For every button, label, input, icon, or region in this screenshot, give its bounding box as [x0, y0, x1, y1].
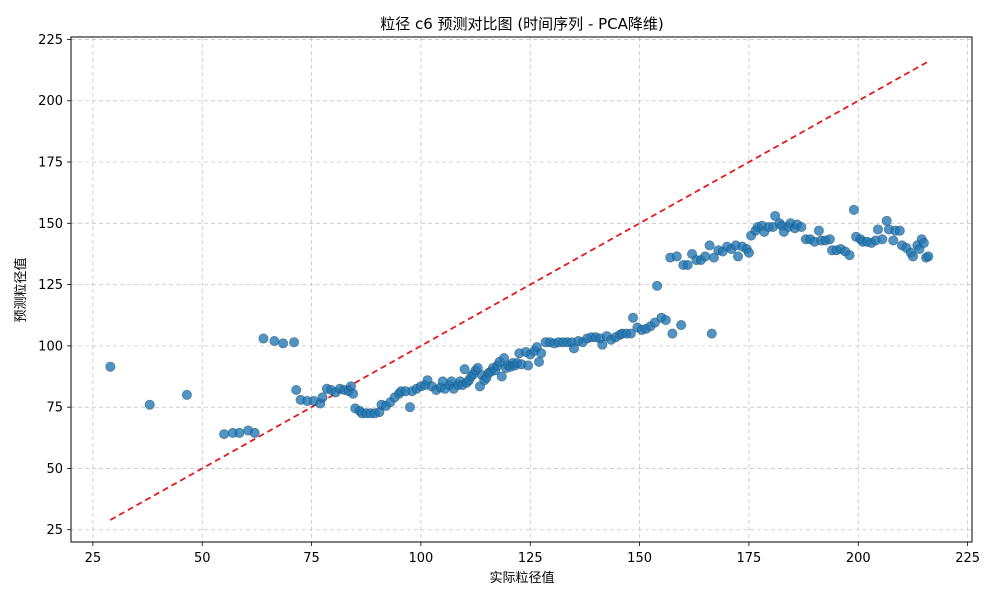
scatter-point [144, 399, 155, 410]
scatter-point [918, 237, 929, 248]
x-tick-label: 150 [627, 551, 652, 566]
scatter-point [894, 225, 905, 236]
scatter-point [317, 392, 328, 403]
x-tick-label: 175 [737, 551, 762, 566]
scatter-point [676, 320, 687, 331]
x-tick-label: 75 [303, 551, 320, 566]
scatter-point [704, 240, 715, 251]
x-axis-ticks: 25 50 75 100 125 150 175 200 225 [85, 542, 980, 566]
x-tick-label: 200 [846, 551, 871, 566]
scatter-point [660, 315, 671, 326]
y-tick-label: 175 [38, 156, 63, 171]
scatter-point [459, 364, 470, 375]
x-tick-label: 25 [85, 551, 102, 566]
x-tick-label: 225 [955, 551, 980, 566]
scatter-point [291, 385, 302, 396]
y-tick-label: 150 [38, 217, 63, 232]
y-axis-label: 预测粒径值 [13, 257, 29, 322]
chart-title: 粒径 c6 预测对比图 (时间序列 - PCA降维) [380, 15, 664, 33]
x-axis-label: 实际粒径值 [489, 570, 554, 586]
data-points [105, 204, 934, 440]
y-tick-label: 225 [38, 33, 63, 48]
y-tick-label: 25 [46, 523, 63, 538]
scatter-point [404, 402, 415, 413]
scatter-point [733, 251, 744, 262]
scatter-point [796, 221, 807, 232]
scatter-point [872, 224, 883, 235]
scatter-point [523, 360, 534, 371]
scatter-point [877, 234, 888, 245]
reference-line [109, 60, 929, 521]
scatter-point [649, 317, 660, 328]
scatter-point [181, 389, 192, 400]
scatter-point [708, 252, 719, 263]
scatter-point [652, 280, 663, 291]
x-tick-label: 100 [408, 551, 433, 566]
scatter-point [625, 328, 636, 339]
scatter-point [907, 251, 918, 262]
scatter-point [770, 210, 781, 221]
scatter-point [888, 235, 899, 246]
scatter-point [536, 348, 547, 359]
scatter-point [671, 251, 682, 262]
y-axis-ticks: 25 50 75 100 125 150 175 200 225 [38, 33, 71, 538]
scatter-point [700, 251, 711, 262]
scatter-point [105, 361, 116, 372]
scatter-point [923, 251, 934, 262]
scatter-point [278, 338, 289, 349]
scatter-point [249, 427, 260, 438]
y-tick-label: 100 [38, 339, 63, 354]
scatter-point [628, 312, 639, 323]
scatter-point [667, 328, 678, 339]
scatter-point [743, 247, 754, 258]
y-tick-label: 75 [46, 401, 63, 416]
scatter-point [496, 371, 507, 382]
scatter-point [269, 335, 280, 346]
y-tick-label: 125 [38, 278, 63, 293]
scatter-point [348, 388, 359, 399]
scatter-point [234, 427, 245, 438]
scatter-point [844, 250, 855, 261]
scatter-point [682, 259, 693, 270]
plot-area-frame [70, 36, 973, 543]
scatter-point [706, 328, 717, 339]
scatter-point [568, 343, 579, 354]
x-tick-label: 125 [518, 551, 543, 566]
scatter-point [848, 204, 859, 215]
scatter-point [258, 333, 269, 344]
grid-lines [71, 37, 972, 542]
y-tick-label: 50 [46, 462, 63, 477]
scatter-point [813, 225, 824, 236]
scatter-point [499, 353, 510, 364]
scatter-point [824, 234, 835, 245]
scatter-point [472, 362, 483, 373]
reference-line-layer [109, 60, 929, 521]
scatter-point [289, 337, 300, 348]
scatter-point [219, 429, 230, 440]
scatter-point [533, 356, 544, 367]
y-tick-label: 200 [38, 94, 63, 109]
x-tick-label: 50 [194, 551, 211, 566]
scatter-point [597, 339, 608, 350]
scatter-point [881, 215, 892, 226]
